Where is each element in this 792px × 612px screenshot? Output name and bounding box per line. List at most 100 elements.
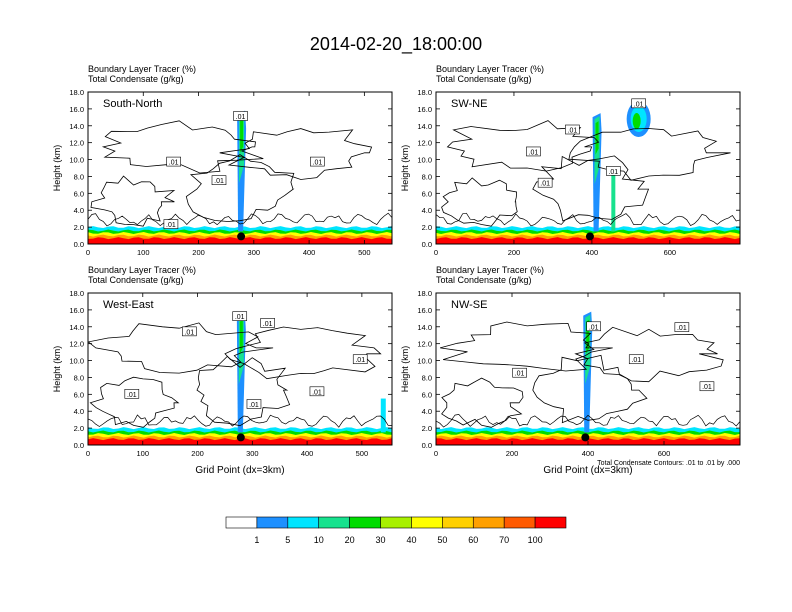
contour-label: .01	[677, 325, 687, 332]
x-tick-label: 200	[192, 248, 205, 257]
contour-label: .01	[184, 329, 194, 336]
y-axis-label: Height (km)	[400, 145, 410, 192]
x-tick-label: 0	[434, 248, 438, 257]
colorbar-label: 50	[437, 535, 447, 545]
condensate-contour	[532, 354, 648, 424]
y-axis-label: Height (km)	[52, 346, 62, 393]
field-layer	[88, 110, 392, 244]
field-layer	[436, 311, 740, 445]
colorbar-swatch	[442, 516, 474, 529]
y-tick-label: 16.0	[417, 306, 432, 315]
contour-label-box	[512, 367, 527, 378]
low-level-contour	[436, 414, 740, 428]
condensate-contour	[89, 376, 180, 428]
panel-header-line: Boundary Layer Tracer (%)	[88, 265, 196, 275]
site-marker	[236, 433, 245, 442]
x-tick-label: 0	[86, 449, 90, 458]
colorbar-swatch	[225, 516, 258, 529]
secondary-column	[611, 168, 616, 232]
x-tick-label: 200	[506, 449, 519, 458]
condensate-contour	[90, 175, 176, 227]
tracer-band	[88, 237, 392, 244]
y-tick-label: 12.0	[417, 340, 432, 349]
x-tick-label: 400	[301, 449, 314, 458]
contour-label-box	[352, 354, 368, 365]
colorbar-label: 5	[285, 535, 290, 545]
panel-name: West-East	[103, 299, 154, 311]
y-tick-label: 14.0	[417, 122, 432, 131]
x-tick-label: 200	[508, 248, 521, 257]
colorbar-swatch	[318, 516, 350, 529]
y-tick-label: 18.0	[417, 88, 432, 97]
y-tick-label: 6.0	[422, 390, 432, 399]
contour-label-box	[124, 389, 140, 399]
plume-core	[595, 121, 599, 155]
y-tick-label: 18.0	[69, 88, 84, 97]
condensate-contour	[185, 154, 295, 222]
y-tick-label: 8.0	[422, 373, 432, 382]
panel-header-line: Total Condensate (g/kg)	[88, 275, 184, 285]
colorbar-swatch	[472, 516, 505, 529]
y-tick-label: 12.0	[69, 139, 84, 148]
y-tick-label: 2.0	[74, 424, 84, 433]
contour-label: .01	[568, 128, 578, 135]
y-axis-label: Height (km)	[400, 346, 410, 393]
y-tick-label: 10.0	[69, 357, 84, 366]
contour-label-box	[163, 219, 179, 229]
contour-label-box	[674, 322, 690, 332]
y-tick-label: 8.0	[422, 172, 432, 181]
x-tick-label: 0	[434, 449, 438, 458]
plot-frame	[435, 91, 741, 245]
y-tick-label: 0.0	[422, 441, 432, 450]
y-tick-label: 2.0	[422, 223, 432, 232]
colorbar-swatch	[503, 516, 536, 529]
contour-label: .01	[313, 160, 323, 167]
figure-title: 2014-02-20_18:00:00	[310, 34, 482, 55]
colorbar-label: 70	[499, 535, 509, 545]
contour-label: .01	[355, 357, 365, 364]
contour-label-box	[233, 111, 248, 121]
y-tick-label: 6.0	[422, 189, 432, 198]
x-axis-label: Grid Point (dx=3km)	[195, 465, 284, 476]
y-tick-label: 10.0	[417, 156, 432, 165]
field-layer	[436, 101, 740, 244]
y-tick-label: 12.0	[417, 139, 432, 148]
contour-label-box	[211, 175, 227, 185]
y-tick-label: 14.0	[69, 122, 84, 131]
contour-label-box	[565, 124, 580, 135]
colorbar-swatch	[380, 516, 412, 529]
colorbar-swatch	[287, 516, 320, 529]
y-tick-label: 18.0	[417, 289, 432, 298]
contour-label: .01	[249, 402, 259, 409]
colorbar-label: 40	[406, 535, 416, 545]
y-tick-label: 8.0	[74, 373, 84, 382]
tracer-band	[88, 438, 392, 445]
contour-label-box	[166, 156, 181, 167]
tracer-band	[436, 237, 740, 244]
x-tick-label: 0	[86, 248, 90, 257]
condensate-contour	[532, 155, 650, 222]
contour-label-box	[260, 318, 275, 328]
panel-west-east: Boundary Layer Tracer (%)Total Condensat…	[52, 265, 393, 476]
site-marker	[585, 232, 594, 241]
panel-name: SW-NE	[451, 98, 487, 110]
y-tick-label: 0.0	[74, 240, 84, 249]
y-tick-label: 4.0	[74, 206, 84, 215]
field-layer	[88, 311, 392, 445]
contour-label: .01	[589, 324, 599, 331]
y-tick-label: 4.0	[422, 407, 432, 416]
panel-header-line: Total Condensate (g/kg)	[436, 275, 532, 285]
y-tick-label: 16.0	[69, 306, 84, 315]
y-axis-label: Height (km)	[52, 145, 62, 192]
contour-label: .01	[169, 160, 179, 167]
y-tick-label: 14.0	[417, 323, 432, 332]
plot-frame	[87, 91, 393, 245]
y-tick-label: 18.0	[69, 289, 84, 298]
panel-header-line: Boundary Layer Tracer (%)	[436, 64, 544, 74]
y-tick-label: 8.0	[74, 172, 84, 181]
colorbar-swatch	[256, 516, 289, 529]
x-tick-label: 400	[582, 449, 595, 458]
condensate-contour	[101, 120, 264, 174]
contour-label-box	[631, 98, 646, 109]
panel-south-north: Boundary Layer Tracer (%)Total Condensat…	[52, 64, 393, 257]
